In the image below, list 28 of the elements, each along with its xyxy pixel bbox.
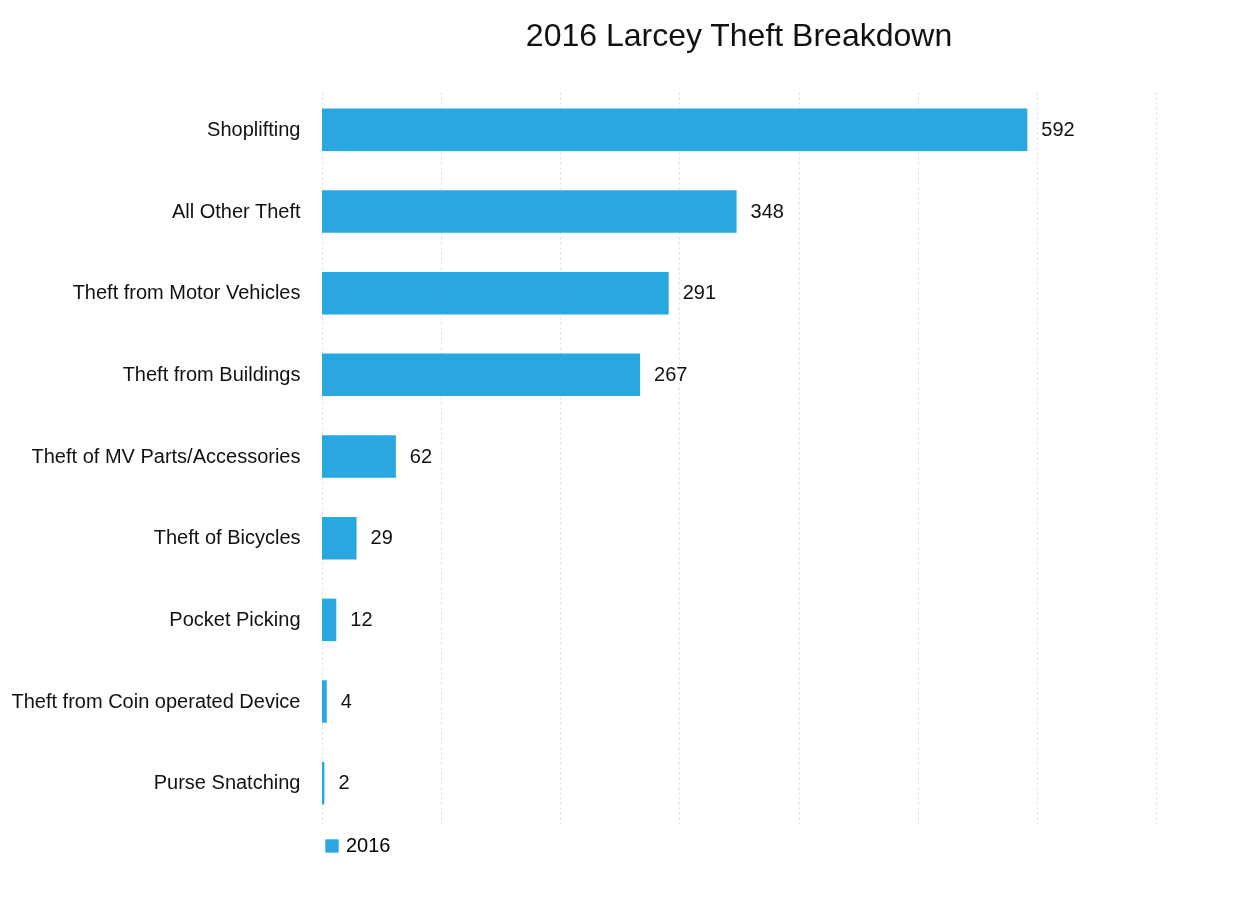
bar [322,271,669,315]
y-tick-label: Theft of MV Parts/Accessories [31,444,301,467]
data-label: 267 [654,362,688,385]
y-tick-label: Theft from Coin operated Device [11,689,301,712]
bar [322,435,396,478]
y-tick-label: Theft from Buildings [122,362,301,385]
data-label: 29 [370,526,393,549]
chart-title: 2016 Larcey Theft Breakdown [525,17,953,53]
bar [322,598,337,642]
y-tick-label: Theft of Bicycles [153,526,301,549]
y-tick-label: Theft from Motor Vehicles [72,281,301,304]
bar [322,353,641,397]
data-label: 348 [750,199,784,222]
bar [322,516,357,560]
y-tick-label: Pocket Picking [169,607,301,630]
bar [322,108,1028,152]
data-label: 2 [338,771,350,794]
data-label: 592 [1041,117,1075,140]
data-label: 12 [350,607,373,630]
data-label: 4 [340,689,352,712]
y-tick-label: Shoplifting [207,117,301,140]
bar [322,680,327,723]
y-tick-label: All Other Theft [171,199,301,222]
data-label: 62 [409,444,433,467]
legend-label: 2016 [346,834,391,856]
bar [322,190,737,233]
y-tick-label: Purse Snatching [153,771,301,794]
data-label: 291 [682,281,717,304]
